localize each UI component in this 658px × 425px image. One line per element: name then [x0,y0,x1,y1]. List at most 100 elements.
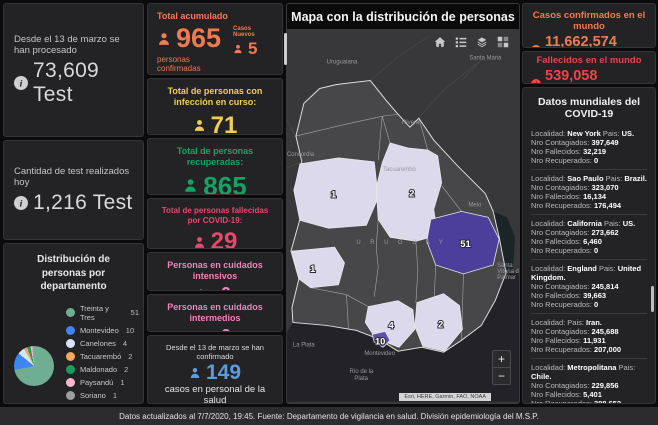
tests-total-value: 73,609 Test [33,58,100,106]
world-list-title: Datos mundiales del COVID-19 [537,96,641,120]
legend-swatch-icon [66,308,75,317]
world-list-item: Localidad: California Pais: US. Nro Conta… [531,214,647,259]
svg-text:Plata: Plata [354,376,368,382]
map-place-labels: Uruguaiana Santa Maria Rivera Concordia … [287,56,519,382]
legend-icon[interactable] [455,36,467,48]
salud-value: 149 [205,361,242,384]
svg-text:51: 51 [460,238,470,249]
legend-item[interactable]: Canelones 4 [66,338,139,348]
intensivos-value: 0 [221,285,231,291]
recuperadas-value: 865 [203,170,247,195]
svg-text:Santa Maria: Santa Maria [469,56,502,62]
legend-item[interactable]: Montevideo 10 [66,325,139,335]
svg-text:Melo: Melo [468,202,482,208]
panel-cuidados-intermedios: Personas en cuidados intermedios 0 [147,294,283,332]
legend-label: Tacuarembó [80,351,122,361]
pie-title: Distribución de personas por departament… [37,254,110,292]
legend-item[interactable]: Soriano 1 [66,390,139,400]
svg-text:U R U G U A Y: U R U G U A Y [356,240,446,246]
intermedios-value: 0 [221,327,231,332]
uruguay-map[interactable]: Uruguaiana Santa Maria Rivera Concordia … [287,29,519,402]
legend-label: Maldonado [80,364,118,374]
svg-text:i: i [20,78,23,89]
acumulado-title: Total acumulado [157,11,228,21]
person-icon [193,119,206,132]
legend-item[interactable]: Treinta y Tres 51 [66,304,139,322]
svg-text:Rivera: Rivera [402,120,420,126]
intensivos-title: Personas en cuidados intensivos [167,260,263,282]
world-list-item: Localidad: Sao Paulo Pais: Brazil. Nro Co… [531,169,647,214]
zoom-in-button[interactable]: + [493,351,510,368]
tests-today-label: Cantidad de test realizados hoy [14,165,130,188]
department-tacuarembo[interactable] [375,142,443,242]
pie-legend: Treinta y Tres 51 Montevideo 10 Canelones 4 Ta… [66,304,139,400]
svg-text:Río de la: Río de la [349,369,373,375]
svg-text:La Plata: La Plata [293,342,315,348]
world-cases-value: 11,662,574 casos [545,34,617,48]
svg-text:Concordia: Concordia [287,152,315,158]
scrollbar-thumb[interactable] [284,33,287,65]
info-icon: i [14,195,28,210]
legend-item[interactable]: Tacuarembó 2 [66,351,139,361]
person-icon [233,44,243,54]
world-deaths-title: Fallecidos en el mundo [536,55,642,66]
map-count-badges: 1 2 1 4 2 51 10 [309,187,472,348]
svg-text:i: i [535,48,537,49]
legend-item[interactable]: Paysandú 1 [66,377,139,387]
map-titlebar: Mapa con la distribución de personas [287,4,519,29]
zoom-out-button[interactable]: − [497,369,505,383]
department-soriano[interactable] [291,246,345,289]
person-icon [157,32,171,46]
person-icon [189,367,201,379]
svg-text:4: 4 [388,319,394,330]
scrollbar-thumb[interactable] [651,286,654,312]
legend-swatch-icon [66,364,75,374]
hospital-bed-icon [199,288,216,290]
layers-icon[interactable] [476,36,488,48]
home-icon[interactable] [434,36,446,48]
pie-chart[interactable] [14,345,54,386]
svg-text:Santa: Santa [497,263,513,269]
recuperadas-title: Total de personas recuperadas: [176,146,254,168]
salud-sub: casos en personal de la salud [164,384,266,404]
world-list-item: Localidad: Metropolitana Pais: Chile. Nro… [531,358,647,403]
panel-world-deaths: Fallecidos en el mundo i 539,058 falleci… [522,51,656,84]
world-list-item: Localidad: Pais: Iran. Nro Contagiados: 2… [531,313,647,358]
legend-label: Canelones [80,338,116,348]
svg-text:i: i [535,82,537,85]
casos-nuevos-label: Casos Nuevos [233,26,255,39]
legend-label: Soriano [80,390,106,400]
tests-today-value: 1,216 Test [33,190,133,214]
legend-value: 51 [130,308,139,317]
intermedios-title: Personas en cuidados intermedios [167,302,263,324]
map-toolbar [434,36,509,48]
department-montevideo[interactable] [371,330,391,348]
panel-tests-today: Cantidad de test realizados hoy i 1,216 … [3,140,144,240]
person-icon [183,178,198,193]
svg-text:Montevideo: Montevideo [364,351,395,357]
basemap-icon[interactable] [497,36,509,48]
department-borders [295,113,464,347]
legend-swatch-icon [66,351,75,361]
department-paysandu[interactable] [293,157,379,229]
map-roads [287,36,483,169]
panel-cuidados-intensivos: Personas en cuidados intensivos 0 [147,252,283,291]
legend-label: Montevideo [80,325,119,335]
department-treinta-y-tres[interactable] [426,211,500,275]
fallecidas-value: 29 [210,228,238,249]
legend-item[interactable]: Maldonado 2 [66,364,139,374]
legend-value: 10 [125,325,135,335]
panel-map: Mapa con la distribución de personas [286,3,520,404]
salud-title: Desde el 13 de marzo se han confirmado [166,343,264,361]
map-title: Mapa con la distribución de personas [291,9,515,24]
panel-fallecidas: Total de personas fallecidas por COVID-1… [147,198,283,249]
laguna-merin-water [493,211,516,273]
map-canvas[interactable]: Uruguaiana Santa Maria Rivera Concordia … [287,29,519,403]
department-maldonado[interactable] [414,293,463,352]
legend-swatch-icon [66,325,75,335]
world-cases-title: Casos confirmados en el mundo [532,10,646,32]
footer-text: Datos actualizados al 7/7/2020, 19:45. F… [119,411,539,421]
rio-de-la-plata-water [287,272,519,402]
svg-text:10: 10 [375,335,385,346]
legend-value: 1 [112,390,118,400]
